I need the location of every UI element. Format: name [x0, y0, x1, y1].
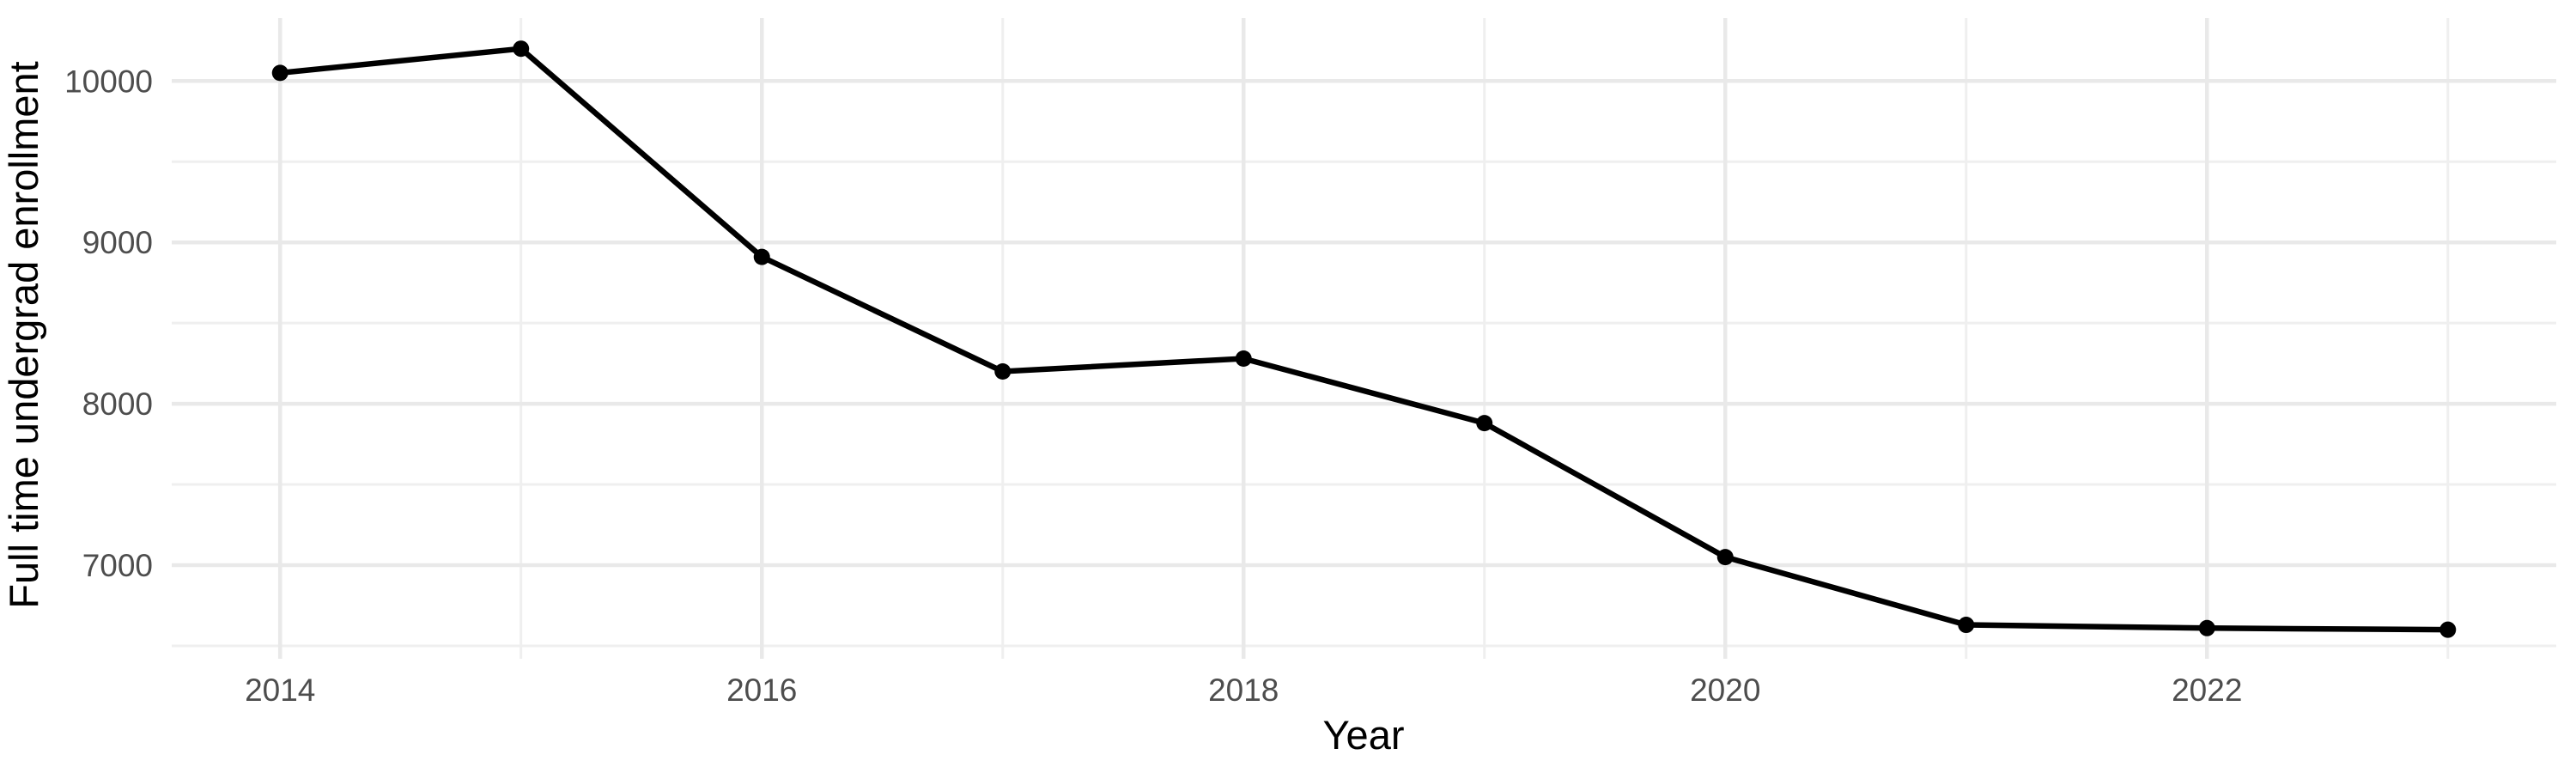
y-tick-label-7000: 7000 — [82, 548, 153, 583]
x-tick-label-2014: 2014 — [245, 673, 315, 708]
enrollment-series-line — [279, 46, 2448, 633]
data-point-2016 — [753, 248, 770, 265]
x-tick-label-2020: 2020 — [1690, 673, 1760, 708]
data-point-2014 — [271, 64, 289, 82]
data-point-2022 — [2198, 619, 2215, 636]
y-tick-label-9000: 9000 — [82, 225, 153, 260]
data-point-2018 — [1235, 350, 1252, 367]
data-point-2017 — [994, 363, 1012, 380]
x-tick-label-2018: 2018 — [1208, 673, 1279, 708]
data-point-2023 — [2439, 621, 2457, 638]
series-layer — [271, 40, 2457, 638]
y-tick-label-8000: 8000 — [82, 386, 153, 422]
x-tick-label-2022: 2022 — [2172, 673, 2242, 708]
data-point-2020 — [1716, 549, 1734, 566]
x-axis-title: Year — [1323, 712, 1405, 758]
tick-layer: 7000 8000 9000 10000 2014 2016 2018 2020 2022 — [64, 64, 2242, 708]
y-axis-title: Full time undergrad enrollment — [1, 61, 46, 608]
grid-layer — [172, 18, 2556, 659]
data-point-2021 — [1958, 617, 1975, 634]
y-tick-label-10000: 10000 — [64, 64, 153, 99]
x-tick-label-2016: 2016 — [726, 673, 797, 708]
data-point-2019 — [1476, 415, 1493, 432]
data-point-2015 — [513, 40, 530, 58]
